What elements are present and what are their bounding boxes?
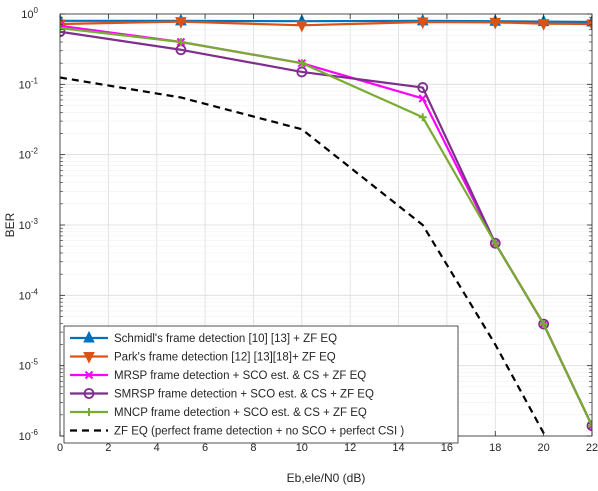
y-tick-label: 10-4 [19,287,39,302]
x-tick-label: 12 [344,442,356,454]
data-point [586,420,592,432]
data-point [417,82,429,93]
x-tick-label: 14 [392,442,404,454]
y-tick-label: 100 [21,6,38,21]
x-tick-label: 16 [441,442,453,454]
data-point [418,94,427,103]
data-point [537,19,550,31]
x-tick-label: 18 [489,442,501,454]
x-tick-label: 10 [296,442,308,454]
legend-item: MRSP frame detection + SCO est. & CS + Z… [70,370,366,382]
series-5 [60,24,592,430]
y-tick-label: 10-1 [19,76,39,91]
legend-label: SMRSP frame detection + SCO est. & CS + … [114,389,374,401]
legend-label: MNCP frame detection + SCO est. & CS + Z… [114,407,367,419]
x-axis-label: Eb,ele/N0 (dB) [287,471,366,485]
data-point [418,113,427,122]
legend-marker [83,388,95,399]
data-point [491,239,500,248]
data-point [60,26,66,38]
x-tick-label: 20 [538,442,550,454]
legend-marker [83,330,95,343]
data-point [297,59,306,68]
y-tick-label: 10-2 [19,147,39,162]
legend-box [63,325,459,444]
legend-item: Schmidl's frame detection [10] [13] + ZF… [70,330,337,345]
legend: Schmidl's frame detection [10] [13] + ZF… [63,325,459,444]
data-point [588,421,592,430]
grid [59,13,593,437]
data-point [296,66,308,78]
legend-marker [84,370,94,380]
data-point [416,17,429,30]
legend-label: MRSP frame detection + SCO est. & CS + Z… [114,370,366,382]
data-point [587,421,592,430]
data-point [175,17,187,29]
data-point [538,318,550,330]
data-point [539,320,548,329]
legend-marker [83,352,95,364]
legend-label: Schmidl's frame detection [10] [13] + ZF… [114,333,337,345]
x-tick-label: 0 [57,442,63,454]
legend-label: Park's frame detection [12] [13][18]+ ZF… [114,352,336,364]
data-point [296,20,308,33]
x-tick-label: 8 [250,442,256,454]
x-tick-label: 6 [202,442,208,454]
legend-item: ZF EQ (perfect frame detection + no SCO … [70,426,404,438]
legend-item: Park's frame detection [12] [13][18]+ ZF… [70,352,336,364]
series-2 [60,17,592,33]
y-axis-label: BER [3,212,17,237]
data-point [176,37,185,46]
legend-marker [85,408,93,416]
legend-item: SMRSP frame detection + SCO est. & CS + … [70,388,374,401]
data-point [60,24,64,33]
data-point [489,237,501,249]
legend-item: MNCP frame detection + SCO est. & CS + Z… [70,407,367,419]
x-tick-label: 22 [586,442,598,454]
y-tick-label: 10-6 [19,428,39,443]
y-tick-label: 10-3 [19,217,39,232]
x-tick-label: 4 [154,442,160,454]
legend-label: ZF EQ (perfect frame detection + no SCO … [114,426,404,438]
y-tick-label: 10-5 [19,358,39,373]
ticks: 0 2 4 6 8 10 12 14 16 18 20 22 10-6 10-5 10-4 10-3 10-2 1… [19,6,598,454]
x-tick-label: 2 [105,442,111,454]
